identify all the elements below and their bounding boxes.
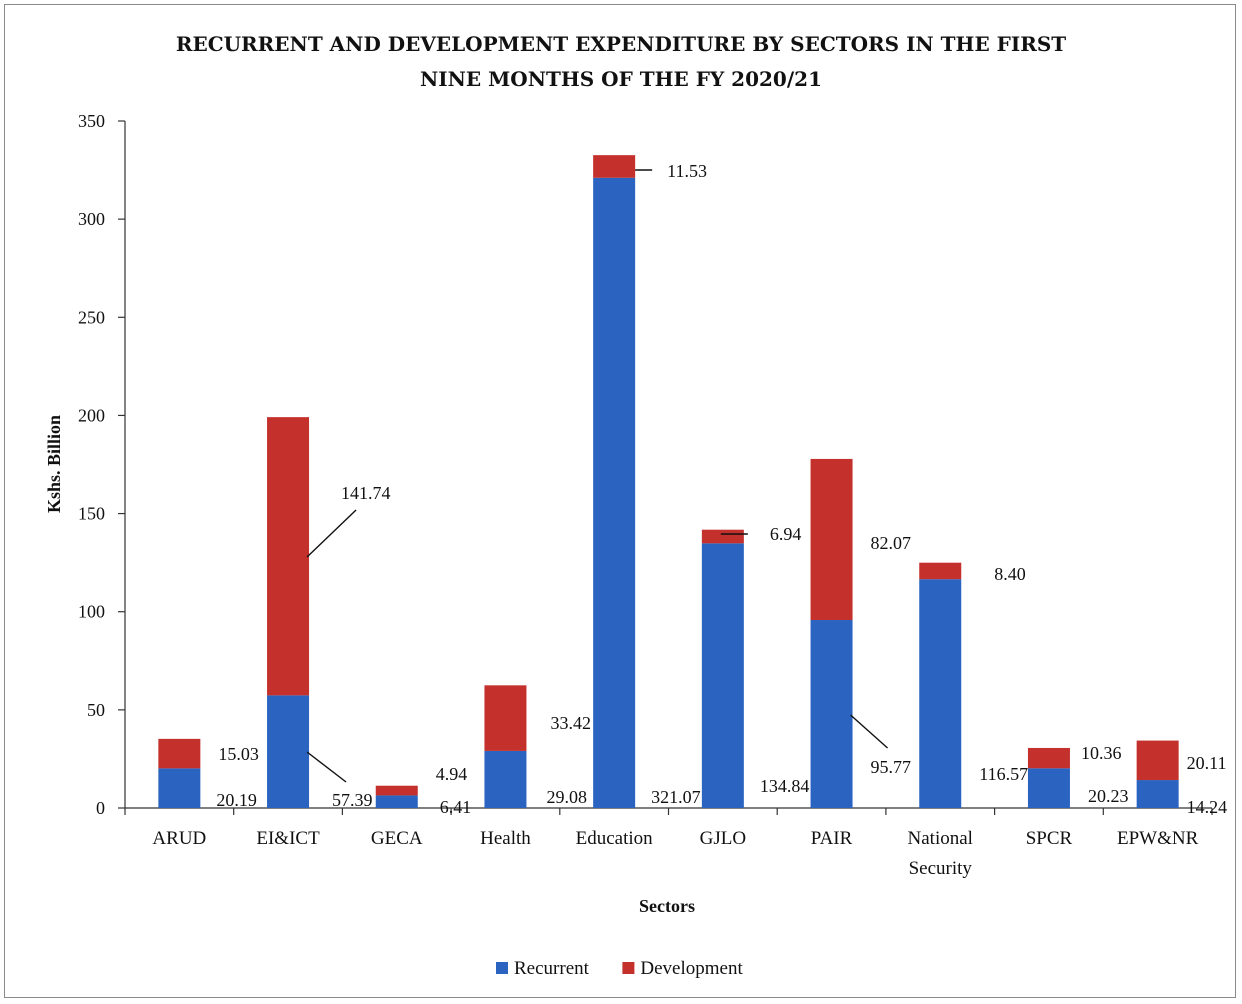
chart-title: RECURRENT AND DEVELOPMENT EXPENDITURE BY… bbox=[176, 32, 1066, 91]
bar-development bbox=[593, 155, 636, 178]
data-label-recurrent: 20.23 bbox=[1088, 786, 1129, 806]
data-label-development: 141.74 bbox=[341, 483, 391, 503]
x-category-label: EI&ICT bbox=[256, 828, 320, 849]
bar-development bbox=[484, 685, 527, 751]
bar-recurrent bbox=[701, 543, 744, 808]
y-tick-label: 350 bbox=[78, 111, 105, 131]
bar-development bbox=[158, 738, 201, 769]
x-category-label: Security bbox=[909, 858, 973, 879]
data-label-development: 10.36 bbox=[1081, 743, 1122, 763]
chart-title-line: RECURRENT AND DEVELOPMENT EXPENDITURE BY… bbox=[176, 32, 1066, 56]
chart-bars bbox=[158, 155, 1179, 808]
data-label-development: 33.42 bbox=[550, 713, 591, 733]
bar-development bbox=[1136, 740, 1179, 781]
chart-legend: Recurrent Development bbox=[496, 958, 743, 979]
bar-recurrent bbox=[593, 177, 636, 808]
x-category-label: National bbox=[908, 828, 973, 849]
y-tick-label: 50 bbox=[87, 700, 105, 720]
data-label-development: 15.03 bbox=[218, 744, 259, 764]
bar-development bbox=[1027, 747, 1070, 769]
x-category-label: ARUD bbox=[152, 828, 206, 849]
bar-recurrent bbox=[158, 768, 201, 808]
legend-label: Development bbox=[640, 958, 743, 979]
x-category-label: SPCR bbox=[1026, 828, 1073, 849]
data-label-development: 20.11 bbox=[1187, 753, 1227, 773]
bar-recurrent bbox=[484, 750, 527, 808]
bar-recurrent bbox=[1136, 780, 1179, 808]
legend-swatch bbox=[496, 962, 508, 974]
bar-development bbox=[701, 529, 744, 544]
data-label-recurrent: 95.77 bbox=[871, 757, 912, 777]
y-tick-label: 300 bbox=[78, 209, 105, 229]
x-category-label: Health bbox=[480, 828, 531, 849]
bar-development bbox=[919, 562, 962, 580]
leader-line bbox=[306, 509, 357, 558]
data-label-recurrent: 20.19 bbox=[216, 790, 257, 810]
x-category-label: Education bbox=[576, 828, 654, 849]
data-label-development: 11.53 bbox=[667, 161, 707, 181]
data-label-recurrent: 116.57 bbox=[979, 764, 1028, 784]
data-label-development: 4.94 bbox=[436, 764, 468, 784]
x-axis-title: Sectors bbox=[639, 896, 695, 916]
bar-recurrent bbox=[810, 620, 853, 808]
bar-recurrent bbox=[267, 695, 310, 808]
data-label-recurrent: 29.08 bbox=[546, 787, 587, 807]
leader-line bbox=[850, 714, 889, 749]
legend-label: Recurrent bbox=[514, 958, 590, 979]
y-tick-label: 100 bbox=[78, 602, 105, 622]
y-axis-title: Kshs. Billion bbox=[44, 415, 64, 513]
data-label-recurrent: 57.39 bbox=[332, 790, 373, 810]
x-category-label: GJLO bbox=[700, 828, 746, 849]
x-category-label: EPW&NR bbox=[1117, 828, 1199, 849]
leader-line bbox=[306, 751, 347, 783]
bar-recurrent bbox=[375, 795, 418, 808]
chart-title-line: NINE MONTHS OF THE FY 2020/21 bbox=[420, 67, 822, 91]
legend-swatch bbox=[622, 962, 635, 974]
y-tick-label: 200 bbox=[78, 405, 105, 425]
bar-development bbox=[810, 458, 853, 621]
bar-development bbox=[375, 785, 418, 796]
y-tick-label: 150 bbox=[78, 504, 105, 524]
x-category-label: PAIR bbox=[811, 828, 853, 849]
data-label-development: 6.94 bbox=[770, 524, 802, 544]
y-tick-label: 250 bbox=[78, 307, 105, 327]
y-tick-label: 0 bbox=[96, 798, 105, 818]
bar-recurrent bbox=[919, 579, 962, 808]
chart-axes: 0 50 100 150 200 250 300 350 ARUD EI&ICT GECA Healt… bbox=[44, 111, 1213, 916]
data-label-recurrent: 6.41 bbox=[440, 797, 472, 817]
bar-development bbox=[267, 417, 310, 696]
x-category-label: GECA bbox=[371, 828, 423, 849]
chart-data-labels: 20.19 15.03 57.39 141.74 6.41 4.94 29.08 33.42 3… bbox=[216, 161, 1227, 817]
data-label-development: 8.40 bbox=[994, 564, 1026, 584]
bar-recurrent bbox=[1027, 768, 1070, 808]
data-label-recurrent: 134.84 bbox=[760, 776, 810, 796]
data-label-recurrent: 14.24 bbox=[1187, 797, 1228, 817]
data-label-recurrent: 321.07 bbox=[651, 787, 701, 807]
data-label-development: 82.07 bbox=[871, 533, 912, 553]
